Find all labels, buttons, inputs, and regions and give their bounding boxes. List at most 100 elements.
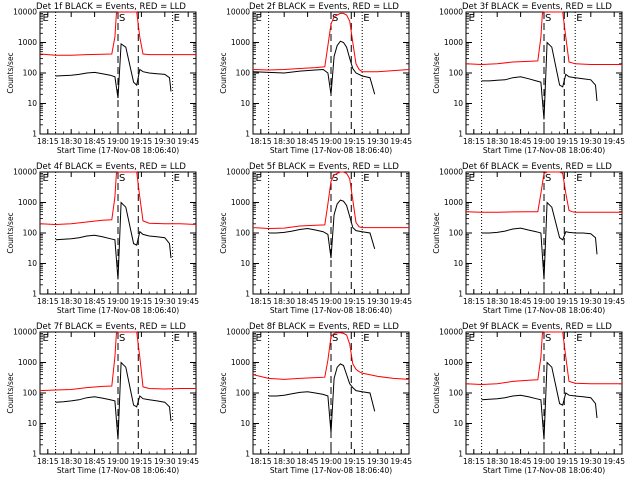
y-tick-label: 10000 xyxy=(13,8,37,17)
y-tick-label: 10000 xyxy=(439,168,463,177)
detector-panel-1: Det 1f BLACK = Events, RED = LLD 1 10 100 10… xyxy=(6,2,199,155)
y-tick-label: 10 xyxy=(453,419,463,428)
y-tick-label: 1 xyxy=(245,450,250,459)
panel-title: Det 2f BLACK = Events, RED = LLD xyxy=(249,2,399,12)
panel-title: Det 5f BLACK = Events, RED = LLD xyxy=(249,162,399,172)
x-tick-label: 18:30 xyxy=(273,457,295,466)
y-axis-label: Counts/sec xyxy=(432,52,441,93)
x-tick-label: 19:45 xyxy=(603,457,625,466)
x-tick-label: 18:45 xyxy=(297,457,319,466)
x-tick-label: 19:15 xyxy=(344,457,366,466)
x-tick-label: 19:00 xyxy=(320,137,342,146)
x-tick-label: 19:00 xyxy=(107,137,129,146)
y-tick-label: 1000 xyxy=(444,38,463,47)
series-line-events xyxy=(268,199,376,259)
series-line-lld xyxy=(39,171,197,226)
series-line-lld xyxy=(39,331,196,392)
y-tick-label: 10 xyxy=(27,99,37,108)
x-tick-label: 19:45 xyxy=(603,137,625,146)
x-axis-label: Start Time (17-Nov-08 18:06:40) xyxy=(270,466,392,475)
y-tick-label: 1 xyxy=(32,290,37,299)
series-line-events xyxy=(481,361,598,440)
marker-label-e: E xyxy=(469,333,475,344)
marker-label-e: E xyxy=(469,173,475,184)
panel-title: Det 6f BLACK = Events, RED = LLD xyxy=(462,162,612,172)
y-tick-label: 1 xyxy=(458,130,463,139)
x-tick-label: 18:15 xyxy=(37,457,59,466)
y-axis-label: Counts/sec xyxy=(6,372,15,413)
x-tick-label: 19:45 xyxy=(177,137,199,146)
x-tick-label: 18:15 xyxy=(463,457,485,466)
x-tick-label: 19:15 xyxy=(131,297,153,306)
marker-label-e: E xyxy=(174,13,180,24)
y-tick-label: 100 xyxy=(23,69,38,78)
panel-title: Det 8f BLACK = Events, RED = LLD xyxy=(249,322,399,332)
y-tick-label: 100 xyxy=(236,69,251,78)
y-tick-label: 10 xyxy=(453,99,463,108)
y-axis-label: Counts/sec xyxy=(6,212,15,253)
marker-label-s: S xyxy=(332,333,338,344)
marker-label-e: E xyxy=(256,13,262,24)
y-tick-label: 100 xyxy=(449,389,464,398)
y-tick-label: 1000 xyxy=(231,198,250,207)
y-tick-label: 1000 xyxy=(231,38,250,47)
y-tick-label: 10000 xyxy=(226,328,250,337)
marker-label-s: S xyxy=(332,173,338,184)
series-line-events xyxy=(55,201,172,280)
x-tick-label: 19:45 xyxy=(177,297,199,306)
x-tick-label: 18:30 xyxy=(273,297,295,306)
y-axis-label: Counts/sec xyxy=(219,372,228,413)
y-tick-label: 100 xyxy=(449,229,464,238)
series-line-lld xyxy=(39,11,196,56)
y-tick-label: 1000 xyxy=(18,38,37,47)
x-tick-label: 18:45 xyxy=(84,457,106,466)
marker-label-e: E xyxy=(43,173,49,184)
marker-label-e: E xyxy=(43,333,49,344)
panel-title: Det 9f BLACK = Events, RED = LLD xyxy=(462,322,612,332)
y-tick-label: 10 xyxy=(27,259,37,268)
x-tick-label: 19:45 xyxy=(390,137,412,146)
y-tick-label: 1 xyxy=(458,450,463,459)
x-tick-label: 19:45 xyxy=(390,457,412,466)
marker-label-e: E xyxy=(43,13,49,24)
series-line-lld xyxy=(252,12,410,73)
x-tick-label: 19:00 xyxy=(533,137,555,146)
x-tick-label: 18:30 xyxy=(273,137,295,146)
x-tick-label: 19:30 xyxy=(580,457,602,466)
panel-title: Det 4f BLACK = Events, RED = LLD xyxy=(36,162,186,172)
marker-label-e: E xyxy=(576,173,582,184)
detector-panel-6: Det 6f BLACK = Events, RED = LLD 1 10 100 10… xyxy=(432,162,625,315)
x-tick-label: 19:15 xyxy=(557,297,579,306)
y-axis-label: Counts/sec xyxy=(6,52,15,93)
marker-label-e: E xyxy=(363,13,369,24)
x-tick-label: 19:15 xyxy=(131,137,153,146)
y-tick-label: 10000 xyxy=(13,168,37,177)
marker-label-s: S xyxy=(545,173,551,184)
detector-panel-5: Det 5f BLACK = Events, RED = LLD 1 10 100 10… xyxy=(219,162,412,315)
series-line-lld xyxy=(465,11,622,66)
x-tick-label: 18:15 xyxy=(250,457,272,466)
y-axis-label: Counts/sec xyxy=(219,212,228,253)
y-tick-label: 10000 xyxy=(439,8,463,17)
series-line-events xyxy=(55,42,172,99)
x-tick-label: 18:45 xyxy=(510,457,532,466)
x-tick-label: 19:00 xyxy=(320,297,342,306)
x-tick-label: 18:30 xyxy=(486,297,508,306)
x-axis-label: Start Time (17-Nov-08 18:06:40) xyxy=(483,306,605,315)
x-tick-label: 18:45 xyxy=(84,137,106,146)
x-tick-label: 19:30 xyxy=(367,457,389,466)
detector-panel-2: Det 2f BLACK = Events, RED = LLD 1 10 100 10… xyxy=(219,2,412,155)
x-tick-label: 18:45 xyxy=(510,137,532,146)
x-tick-label: 19:30 xyxy=(154,297,176,306)
y-tick-label: 10000 xyxy=(226,8,250,17)
x-tick-label: 19:00 xyxy=(320,457,342,466)
x-tick-label: 19:30 xyxy=(367,137,389,146)
x-axis-label: Start Time (17-Nov-08 18:06:40) xyxy=(57,306,179,315)
x-tick-label: 18:30 xyxy=(486,137,508,146)
y-tick-label: 100 xyxy=(449,69,464,78)
x-tick-label: 19:15 xyxy=(131,457,153,466)
x-tick-label: 18:15 xyxy=(463,137,485,146)
y-tick-label: 100 xyxy=(23,229,38,238)
